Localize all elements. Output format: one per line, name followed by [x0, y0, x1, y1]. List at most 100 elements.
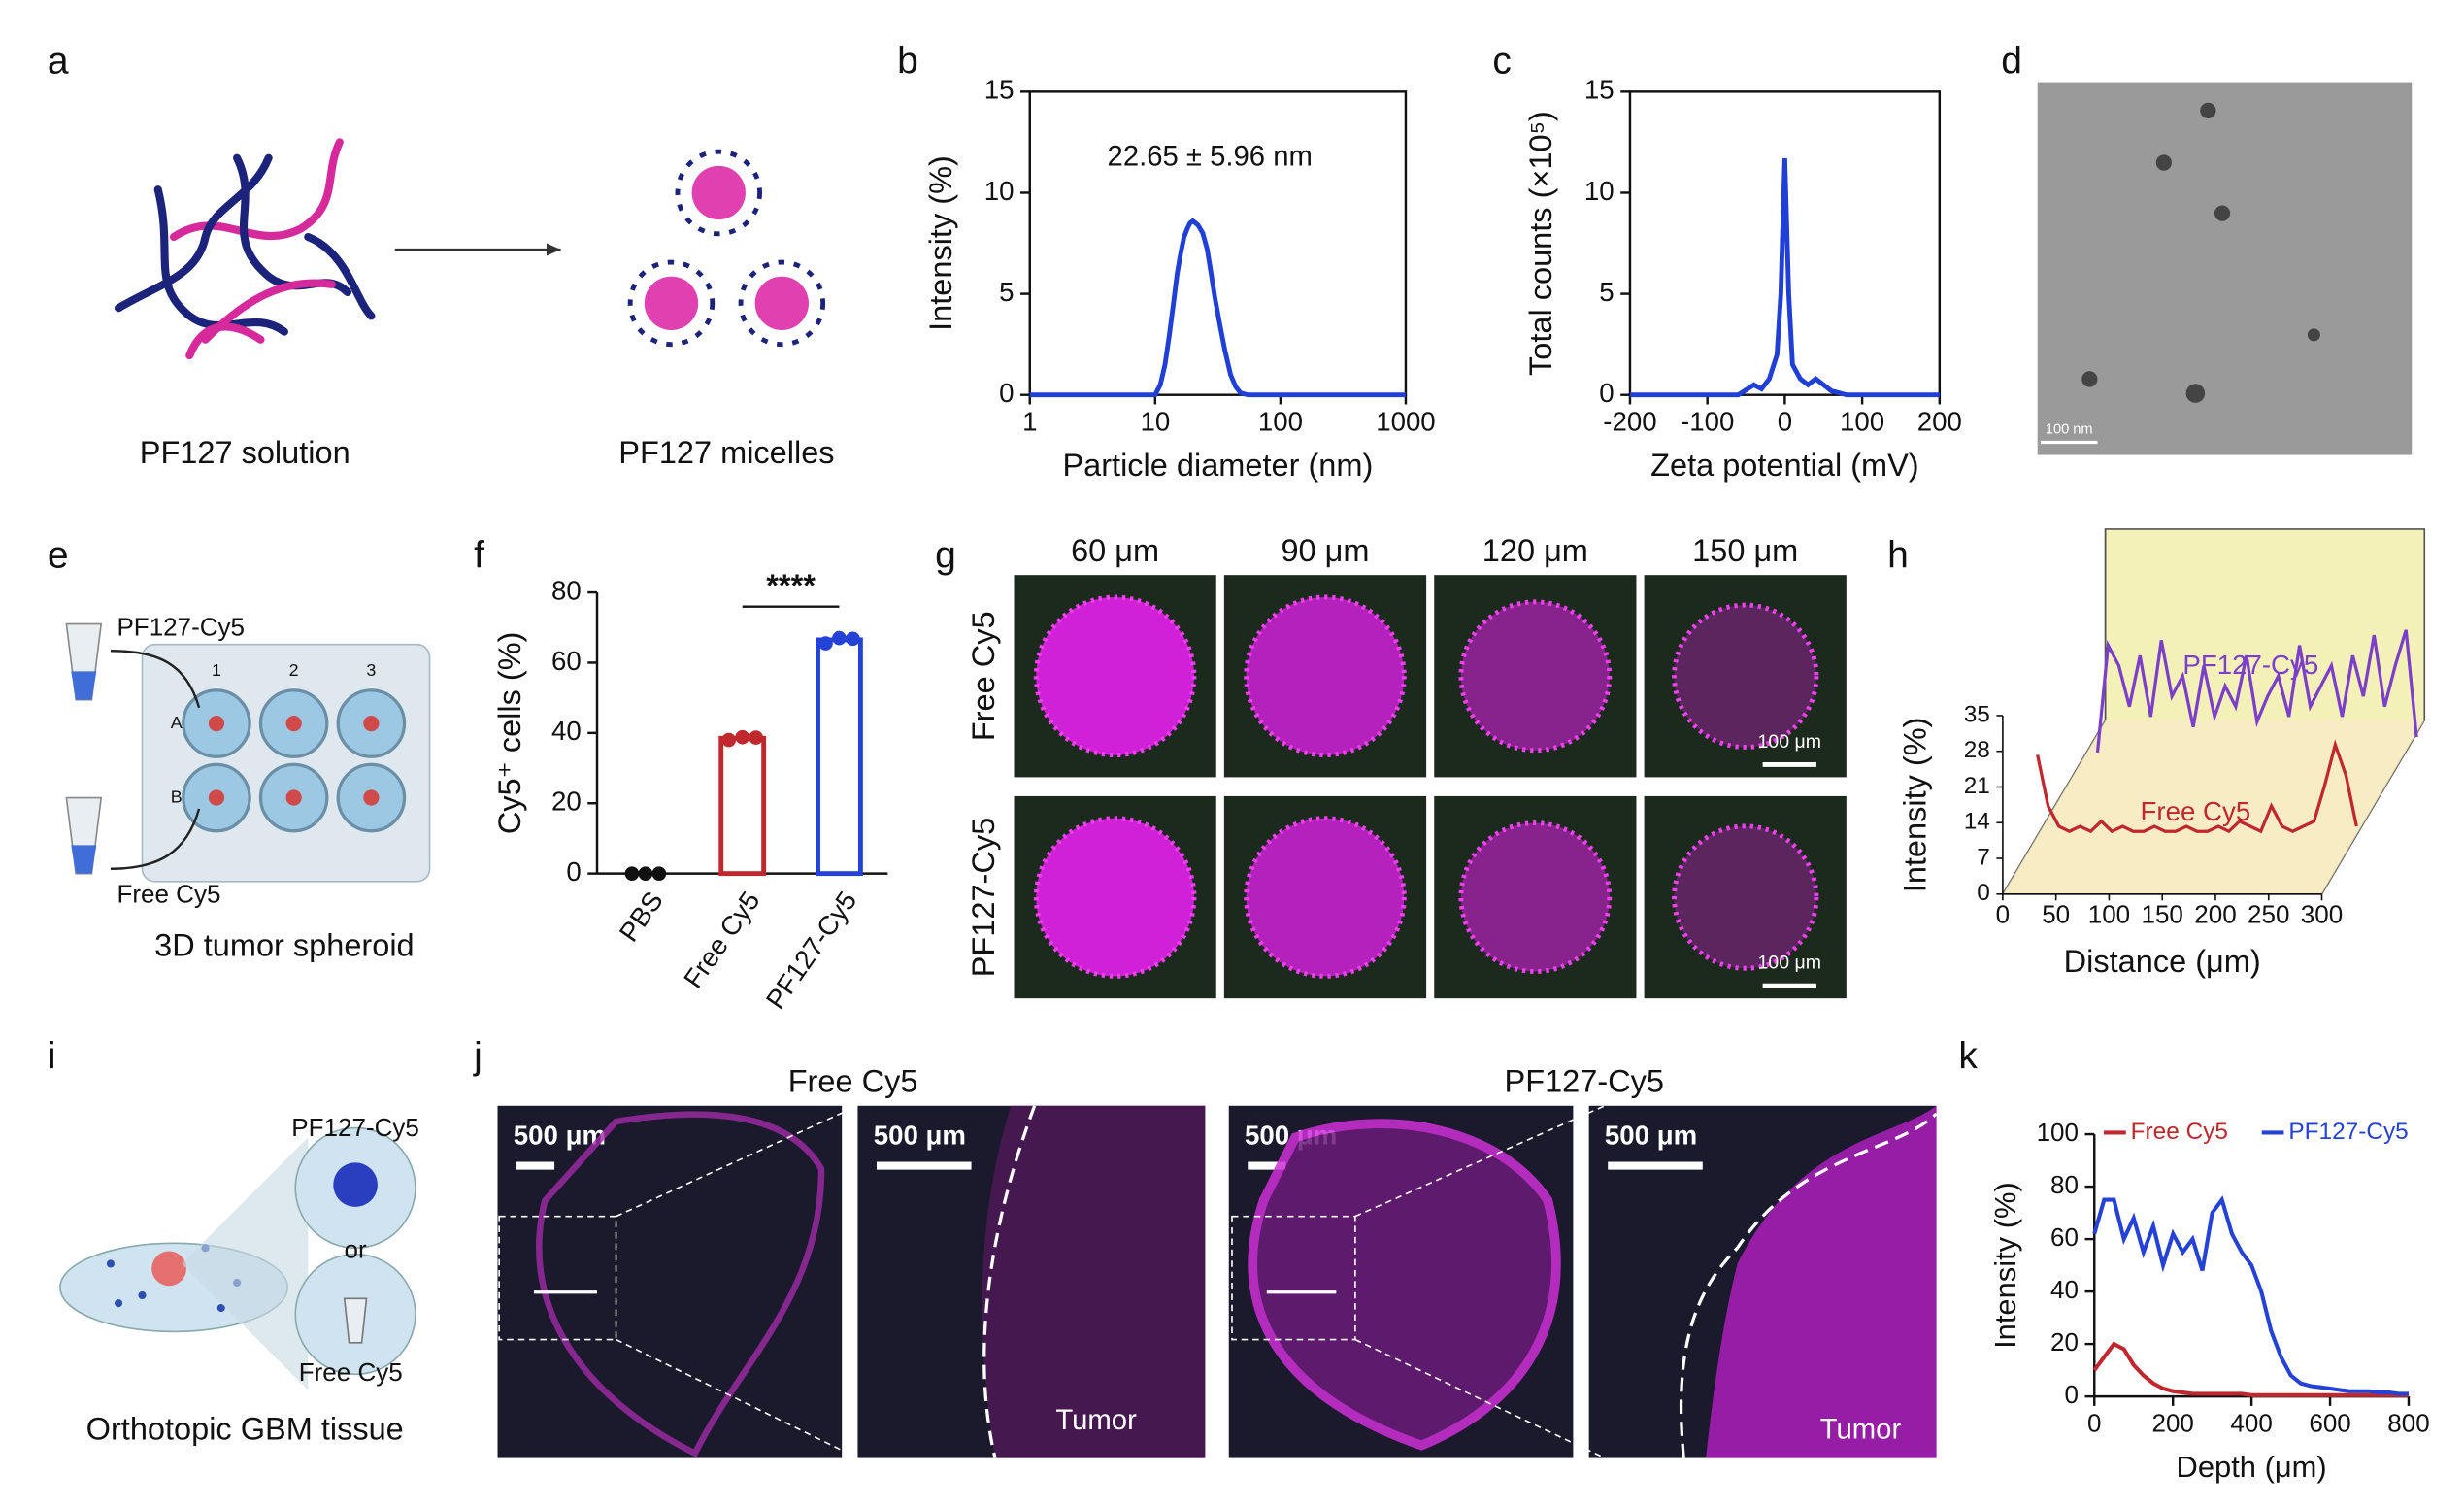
spheroid	[1460, 822, 1610, 972]
y-tick-label: 0	[566, 856, 581, 887]
scale-label: 100 nm	[2046, 421, 2093, 437]
plot-frame	[1028, 90, 1408, 396]
bar	[718, 735, 767, 877]
x-tick-label: 200	[2151, 1408, 2193, 1437]
y-tick-label: 80	[551, 575, 582, 605]
y-tick-label: 100	[2037, 1118, 2079, 1147]
x-tick-label: PBS	[614, 886, 669, 947]
x-tick-label: 150	[2142, 899, 2183, 928]
x-tick-label: 0	[1778, 406, 1792, 436]
label: or	[345, 1234, 367, 1263]
particles	[2081, 102, 2320, 403]
row-label: PF127-Cy5	[966, 818, 1001, 977]
replicate-dot	[749, 730, 763, 745]
caption: Orthotopic GBM tissue	[86, 1412, 404, 1447]
panel-label: b	[897, 40, 918, 82]
x-tick-label: 1000	[1376, 406, 1436, 436]
spheroid	[1246, 818, 1405, 977]
y-axis-label: Intensity (%)	[1988, 1182, 2022, 1349]
annotation: 22.65 ± 5.96 nm	[1108, 140, 1313, 172]
line	[1029, 218, 1406, 398]
x-axis-label: Particle diameter (nm)	[1062, 448, 1373, 483]
spheroid	[1674, 605, 1816, 748]
series-label: PF127-Cy5	[2182, 650, 2318, 680]
spheroids	[208, 715, 380, 806]
tissue	[1248, 1119, 1561, 1451]
label: PF127-Cy5	[117, 612, 245, 641]
column-label: 2	[289, 660, 299, 680]
replicate-dot	[721, 732, 737, 748]
tem-image	[2037, 82, 2413, 455]
region-label: Tumor	[1820, 1414, 1902, 1446]
x-tick-label: 10	[1140, 406, 1170, 436]
spheroid-rim	[1458, 820, 1613, 974]
replicate-dot	[651, 866, 667, 881]
y-tick-label: 14	[1964, 809, 1990, 835]
x-tick-label: PF127-Cy5	[760, 886, 863, 1014]
column-label: 3	[366, 660, 376, 680]
spheroid-rim	[1458, 599, 1613, 754]
spheroid	[1460, 601, 1610, 751]
y-tick-label: 20	[2050, 1327, 2079, 1356]
y-tick-label: 7	[1977, 844, 1990, 870]
y-tick-label: 80	[2050, 1170, 2079, 1199]
zoom	[182, 1137, 309, 1390]
y-tick-label: 20	[551, 787, 582, 817]
spheroid-rim	[1244, 594, 1407, 758]
panel-label: k	[1958, 1035, 1978, 1077]
spheroid-rim	[1244, 816, 1407, 979]
column-header: 150 μm	[1692, 533, 1798, 568]
y-tick-label: 60	[2050, 1222, 2079, 1252]
micrograph	[497, 1105, 843, 1458]
spheroid-rim	[1672, 602, 1819, 750]
micelles	[627, 149, 826, 348]
tissue-zoom	[1706, 1105, 1937, 1458]
y-tick-label: 10	[984, 176, 1015, 206]
micelle	[333, 1162, 378, 1207]
y-axis-label: Intensity (%)	[1898, 718, 1933, 893]
zoom-box	[1231, 1215, 1356, 1341]
x-tick-label: 100	[1840, 406, 1884, 436]
label: Free Cy5	[117, 879, 220, 908]
wells	[182, 688, 407, 833]
x-tick-label: 50	[2042, 899, 2070, 928]
spheroid-rim	[1672, 823, 1819, 971]
micrograph	[1644, 575, 1847, 778]
spheroid	[1036, 596, 1194, 755]
x-tick-label: Free Cy5	[678, 886, 766, 993]
y-tick-label: 10	[1584, 176, 1615, 206]
tissue	[536, 1111, 825, 1458]
y-tick-label: 21	[1964, 773, 1990, 799]
significance: ****	[766, 568, 816, 603]
x-tick-label: 600	[2309, 1408, 2350, 1437]
y-tick-label: 15	[1584, 75, 1615, 105]
caption: PF127 micelles	[618, 435, 834, 470]
replicate-dot	[624, 866, 640, 881]
panel-label: f	[474, 535, 484, 577]
panel-label: e	[48, 535, 69, 577]
line	[1629, 157, 1940, 398]
tube-liquid	[71, 671, 97, 874]
x-tick-label: 200	[1917, 406, 1962, 436]
x-tick-label: 400	[2230, 1408, 2272, 1437]
y-tick-label: 0	[2065, 1380, 2079, 1409]
x-tick-label: 1	[1022, 406, 1037, 436]
x-tick-label: 250	[2248, 899, 2289, 928]
y-tick-label: 40	[551, 716, 582, 746]
spheroid-rim	[1033, 594, 1197, 758]
column-header: 90 μm	[1281, 533, 1369, 568]
x-tick-label: 0	[2087, 1408, 2101, 1437]
series-label: Free Cy5	[2141, 796, 2251, 826]
x-tick-label: 100	[1258, 406, 1303, 436]
x-tick-label: -100	[1681, 406, 1734, 436]
column-label: 1	[212, 660, 221, 680]
scale-label: 100 μm	[1758, 953, 1821, 974]
replicate-dot	[818, 636, 833, 651]
spheroid-rim	[1033, 816, 1197, 979]
y-axis-label: Total counts (×10⁵)	[1523, 111, 1558, 376]
line	[2095, 629, 2418, 754]
boundary	[1679, 1112, 1938, 1458]
panel-label: c	[1492, 40, 1512, 82]
micrograph	[1644, 795, 1847, 999]
image-title: PF127-Cy5	[1505, 1064, 1664, 1099]
